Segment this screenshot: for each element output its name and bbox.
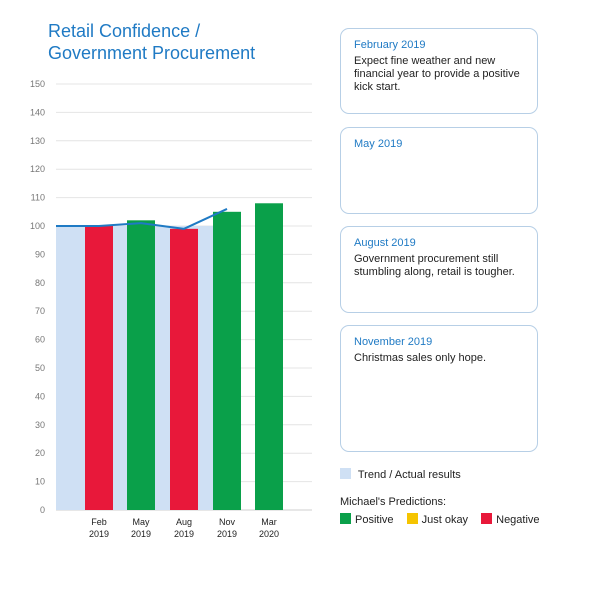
- legend-label-trend: Trend / Actual results: [357, 469, 461, 481]
- x-tick-label: May: [132, 517, 150, 527]
- y-tick-label: 110: [31, 193, 45, 203]
- y-tick-label: 60: [35, 335, 45, 345]
- prediction-bar: [170, 228, 198, 510]
- prediction-bar: [127, 220, 155, 510]
- legend-label-positive: Positive: [355, 514, 394, 526]
- y-tick-label: 70: [35, 306, 45, 316]
- note-date: August 2019: [354, 237, 416, 249]
- note-card-may-2019: May 2019: [340, 127, 538, 214]
- note-date: November 2019: [354, 336, 433, 348]
- x-tick-label: 2019: [217, 529, 237, 539]
- y-tick-label: 90: [35, 249, 45, 259]
- x-tick-label: 2020: [259, 529, 279, 539]
- legend-swatch-just-okay: [406, 513, 418, 524]
- note-card-nov-2019: November 2019 Christmas sales only hope.: [340, 325, 538, 452]
- x-tick-label: Nov: [219, 517, 236, 527]
- y-tick-label: 50: [35, 363, 45, 373]
- trend-line: [56, 208, 228, 230]
- note-date: May 2019: [354, 138, 403, 150]
- legend-item-just-okay: Just okay: [406, 513, 469, 526]
- prediction-bar: [255, 203, 283, 510]
- legend-trend: Trend / Actual results: [340, 468, 461, 481]
- note-card-feb-2019: February 2019 Expect fine weather and ne…: [340, 28, 538, 114]
- legend-swatch-positive: [340, 513, 351, 524]
- chart-title: Retail Confidence / Government Procureme…: [48, 20, 318, 64]
- x-tick-label: Mar: [261, 517, 277, 527]
- y-tick-label: 30: [35, 420, 45, 430]
- y-tick-label: 100: [30, 221, 45, 231]
- x-tick-label: 2019: [174, 529, 194, 539]
- y-tick-label: 40: [35, 391, 45, 401]
- x-tick-label: Aug: [176, 517, 192, 527]
- note-text: Government procurement still stumbling a…: [354, 253, 515, 278]
- y-tick-label: 140: [30, 107, 45, 117]
- prediction-bar: [213, 211, 241, 511]
- legend-swatch-trend: [340, 468, 351, 479]
- prediction-bar: [85, 226, 113, 510]
- x-tick-label: 2019: [89, 529, 109, 539]
- note-text: Expect fine weather and new financial ye…: [354, 55, 520, 93]
- y-tick-label: 10: [35, 477, 45, 487]
- legend-item-positive: Positive: [340, 513, 394, 526]
- x-tick-label: Feb: [91, 517, 107, 527]
- legend-label-just-okay: Just okay: [421, 514, 469, 526]
- chart-title-line-1: Retail Confidence /: [48, 21, 201, 41]
- y-tick-label: 0: [40, 505, 45, 515]
- note-date: February 2019: [354, 39, 426, 51]
- y-tick-label: 20: [35, 448, 45, 458]
- note-text: Christmas sales only hope.: [354, 352, 487, 364]
- legend-predictions-title: Michael's Predictions:: [340, 496, 447, 508]
- y-tick-label: 150: [30, 79, 45, 89]
- legend-item-negative: Negative: [481, 513, 540, 526]
- legend-label-negative: Negative: [496, 514, 540, 526]
- y-tick-label: 130: [30, 136, 45, 146]
- note-card-aug-2019: August 2019 Government procurement still…: [340, 226, 538, 313]
- legend-predictions: Positive Just okay Negative: [340, 513, 550, 526]
- legend-swatch-negative: [481, 513, 493, 524]
- chart-plot: 0 10 20 30 40 50 60 70 80 90 100 110 120 130 140 150 Feb…: [30, 79, 312, 539]
- y-tick-label: 80: [35, 278, 45, 288]
- chart-title-line-2: Government Procurement: [48, 43, 256, 63]
- y-tick-label: 120: [30, 164, 45, 174]
- x-tick-label: 2019: [131, 529, 151, 539]
